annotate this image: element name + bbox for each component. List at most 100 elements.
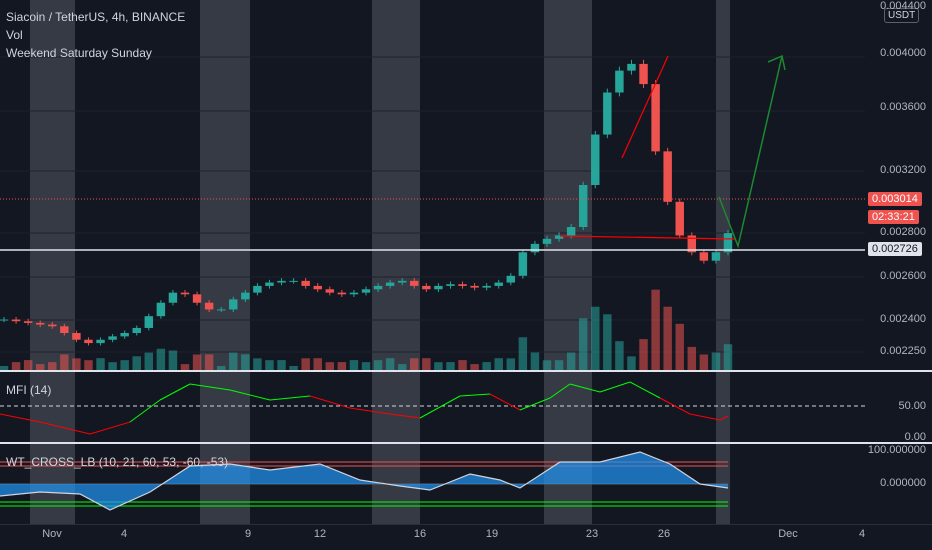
pane-separator[interactable] [0, 370, 932, 372]
candle-body [132, 327, 141, 333]
candle-body [192, 294, 202, 303]
volume-bar [156, 348, 166, 370]
time-tick: Dec [778, 528, 798, 540]
mfi-segment [39, 421, 91, 435]
time-tick: 9 [244, 528, 252, 540]
candle-body [711, 252, 721, 261]
volume-bar [591, 306, 600, 370]
candle-body [349, 292, 359, 295]
mfi-segment [419, 395, 461, 419]
arrow-head [767, 54, 786, 71]
candle-body [542, 238, 552, 244]
volume-bar [35, 364, 45, 370]
volume-bar [132, 356, 141, 370]
pane-separator[interactable] [0, 442, 932, 444]
candle-body [530, 243, 540, 253]
volume-bar [615, 341, 624, 370]
candle-body [253, 285, 262, 293]
candle-body [554, 235, 564, 239]
volume-bar [0, 366, 9, 370]
mfi-segment [389, 413, 421, 419]
volume-bar [410, 358, 419, 370]
weekend-bands [30, 0, 730, 524]
candle-body [518, 252, 528, 276]
volume-bar [48, 362, 57, 370]
candle-body [446, 284, 455, 286]
mfi-segment [229, 389, 271, 401]
candle-body [277, 280, 286, 283]
volume-bar [482, 362, 491, 370]
wt-line [0, 451, 729, 511]
volume-bar [337, 362, 347, 370]
candle-body [458, 284, 467, 286]
volume-bar [723, 344, 733, 370]
volume-label[interactable]: Vol [6, 28, 23, 42]
price-tick: 0.002400 [880, 313, 926, 325]
price-tick: 0.003200 [880, 164, 926, 176]
price-tick: 0.003600 [880, 101, 926, 113]
candle-body [627, 63, 636, 71]
time-tick: 26 [657, 528, 671, 540]
volume-bar [180, 364, 190, 370]
candle-body [361, 289, 371, 293]
price-tick: 0.002250 [880, 345, 926, 357]
symbol-title[interactable]: Siacoin / TetherUS, 4h, BINANCE [6, 10, 186, 24]
volume-bar [675, 323, 684, 370]
volume-bar [434, 362, 443, 370]
volume-bar [229, 352, 238, 370]
volume-bar [542, 360, 552, 370]
volume-bar [253, 358, 262, 370]
currency-badge[interactable]: USDT [884, 8, 920, 23]
mfi-segment [269, 395, 311, 401]
volume-bar [458, 360, 467, 370]
candle-body [241, 292, 250, 300]
candle-body [180, 292, 190, 295]
volume-bar [554, 360, 564, 370]
time-tick: 16 [413, 528, 427, 540]
volume-bar [192, 354, 202, 370]
price-axis[interactable]: 0.004400 0.004000 0.003600 0.003200 0.00… [865, 0, 932, 370]
candle-body [156, 302, 166, 317]
volume-bar [566, 352, 576, 370]
candle-body [301, 280, 310, 286]
mfi-label[interactable]: MFI (14) [6, 383, 52, 397]
wt-tick-100: 100.000000 [867, 444, 926, 456]
candle-body [11, 319, 21, 322]
price-tick: 0.002600 [880, 270, 926, 282]
weekend-band [200, 0, 250, 524]
candle-body [494, 282, 503, 286]
candle-body [60, 326, 69, 333]
mfi-tick-50: 50.00 [898, 400, 926, 412]
candle-body [72, 333, 81, 340]
volume-bar [84, 360, 93, 370]
current-price-tag: 0.003014 [868, 192, 922, 206]
wt-label[interactable]: WT_CROSS_LB (10, 21, 60, 53, -60, -53) [6, 455, 229, 469]
mfi-segment [519, 397, 551, 411]
volume-bar [397, 364, 407, 370]
time-tick: 12 [313, 528, 327, 540]
projection-arrow [718, 55, 783, 249]
candle-body [265, 282, 274, 286]
volume-bar [204, 354, 214, 370]
candle-body [385, 282, 395, 286]
weekend-indicator-label[interactable]: Weekend Saturday Sunday [6, 46, 152, 60]
candle-body [675, 201, 684, 236]
volume-bar [265, 360, 274, 370]
mfi-segment [719, 415, 729, 421]
volume-bar [603, 314, 612, 370]
weekend-band [30, 0, 75, 524]
grid-lines [0, 56, 865, 353]
volume-bar [216, 366, 226, 370]
candle-body [144, 316, 154, 328]
candle-body [35, 322, 45, 325]
volume-bar [373, 360, 383, 370]
wt-tick-0: 0.000000 [880, 477, 926, 489]
mfi-segment [0, 413, 41, 423]
candle-body [0, 319, 9, 321]
volume-bar [72, 358, 81, 370]
candle-body [422, 285, 431, 290]
volume-bar [639, 339, 648, 370]
volume-bar [301, 358, 310, 370]
